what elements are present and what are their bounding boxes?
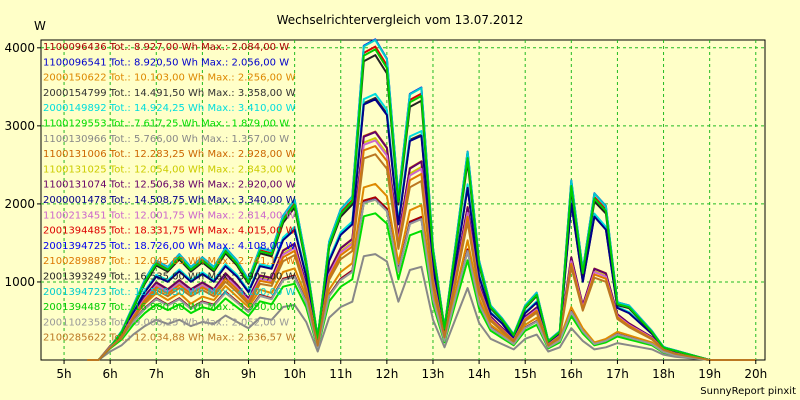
x-tick-label: 20h [744, 367, 767, 381]
legend-entry: 1100131025 Tot.: 12.054,00 Wh Max.: 2.84… [43, 164, 296, 175]
series-line-2000150622 [87, 182, 756, 361]
legend-entry: 1100131074 Tot.: 12.506,38 Wh Max.: 2.92… [43, 180, 296, 191]
x-tick-label: 10h [283, 367, 306, 381]
legend-entry: 2001394723 Tot.: 18.509,50 Wh Max.: 4.10… [43, 287, 296, 298]
legend-entry: 1100129553 Tot.: 7.617,25 Wh Max.: 1.879… [43, 119, 289, 130]
y-tick-label: 1000 [4, 275, 35, 289]
y-tick-label: 2000 [4, 197, 35, 211]
y-axis-label: W [34, 19, 46, 33]
legend-entry: 1100096436 Tot.: 8.927,00 Wh Max.: 2.084… [43, 42, 289, 53]
legend-entry: 2000001478 Tot.: 14.508,75 Wh Max.: 3.34… [43, 195, 296, 206]
x-tick-label: 14h [468, 367, 491, 381]
legend-entry: 2000150622 Tot.: 10.103,00 Wh Max.: 2.25… [43, 73, 296, 84]
x-tick-label: 15h [514, 367, 537, 381]
legend: 1100096436 Tot.: 8.927,00 Wh Max.: 2.084… [43, 42, 296, 344]
legend-entry: 2000149892 Tot.: 14.924,25 Wh Max.: 3.41… [43, 103, 296, 114]
legend-entry: 2001394487 Tot.: 16.880,00 Wh Max.: 3.98… [43, 302, 296, 313]
x-tick-label: 13h [422, 367, 445, 381]
series-line-2100285622 [87, 153, 756, 361]
x-tick-label: 8h [195, 367, 210, 381]
x-tick-label: 17h [606, 367, 629, 381]
x-tick-label: 6h [103, 367, 118, 381]
legend-entry: 2000154799 Tot.: 14.491,50 Wh Max.: 3.35… [43, 88, 296, 99]
legend-entry: 2100289887 Tot.: 12.045,63 Wh Max.: 2.74… [43, 256, 296, 267]
x-tick-label: 18h [652, 367, 675, 381]
legend-entry: 1100213451 Tot.: 12.001,75 Wh Max.: 2.81… [43, 210, 296, 221]
x-tick-label: 11h [329, 367, 352, 381]
x-axis-ticks: 5h 6h 7h 8h 9h 10h 11h 12h 13h 14h 15h 16h 17h 18h 19h… [56, 360, 767, 381]
y-axis-ticks: 1000 2000 3000 4000 [4, 41, 41, 289]
series-line-2000001478 [87, 98, 756, 361]
x-tick-label: 9h [241, 367, 256, 381]
x-tick-label: 7h [149, 367, 164, 381]
y-tick-label: 4000 [4, 41, 35, 55]
series-lines [87, 38, 756, 361]
legend-entry: 2001393249 Tot.: 16.535,00 Wh Max.: 3.90… [43, 272, 296, 283]
x-tick-label: 16h [560, 367, 583, 381]
series-line-1100130966 [87, 253, 756, 361]
legend-entry: 1100130966 Tot.: 5.766,00 Wh Max.: 1.357… [43, 134, 289, 145]
legend-entry: 2100285622 Tot.: 12.034,88 Wh Max.: 2.63… [43, 333, 296, 344]
series-line-1100129553 [87, 212, 756, 361]
x-tick-label: 5h [56, 367, 71, 381]
footer-credit: SunnyReport pinxit [700, 386, 796, 397]
legend-entry: 2001394725 Tot.: 18.726,00 Wh Max.: 4.10… [43, 241, 296, 252]
x-tick-label: 12h [375, 367, 398, 381]
series-line-2001394487 [87, 48, 756, 361]
x-tick-label: 19h [698, 367, 721, 381]
legend-entry: 2001102358 Tot.: 9.000,25 Wh Max.: 2.052… [43, 317, 289, 328]
y-tick-label: 3000 [4, 119, 35, 133]
chart-title: Wechselrichtervergleich vom 13.07.2012 [277, 13, 524, 27]
series-line-2001102358 [87, 198, 756, 361]
legend-entry: 1100131006 Tot.: 12.283,25 Wh Max.: 2.92… [43, 149, 296, 160]
legend-entry: 2001394485 Tot.: 18.331,75 Wh Max.: 4.01… [43, 226, 296, 237]
legend-entry: 1100096541 Tot.: 8.920,50 Wh Max.: 2.056… [43, 57, 289, 68]
